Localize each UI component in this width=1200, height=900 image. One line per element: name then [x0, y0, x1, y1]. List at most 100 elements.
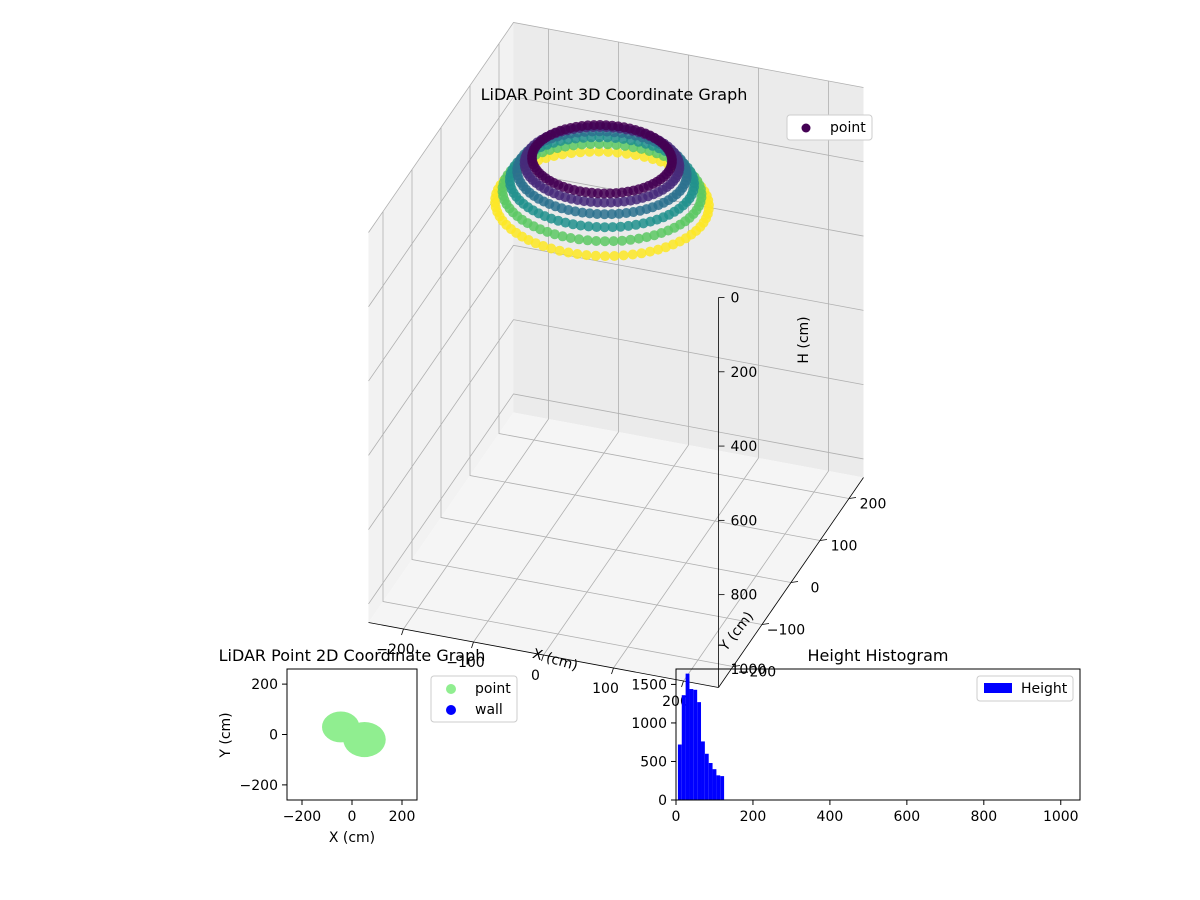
3d-point — [568, 219, 578, 230]
2d-xlabel: X (cm) — [329, 830, 375, 846]
3d-grid-z — [368, 22, 864, 233]
hist-legend-box — [976, 675, 1074, 702]
3d-point — [566, 148, 577, 159]
3d-xtick-label: −200 — [376, 642, 414, 658]
hist-legend-swatch — [984, 683, 1012, 693]
2d-xtick-label: −200 — [283, 809, 321, 825]
hist-bar — [681, 695, 686, 800]
hist-bar — [685, 673, 690, 800]
2d-ytick-label: 200 — [251, 677, 278, 693]
3d-point — [695, 221, 706, 232]
hist-axes-frame — [675, 668, 1081, 801]
hist-bar — [689, 689, 694, 800]
3d-point — [557, 231, 568, 242]
hist-xtick-label: 200 — [740, 809, 767, 825]
3d-point — [606, 209, 617, 220]
hist-bar — [720, 776, 725, 800]
hist-bar — [693, 689, 698, 800]
3d-point — [633, 233, 644, 244]
3d-point — [592, 209, 603, 219]
3d-point — [681, 197, 692, 207]
3d-point — [612, 147, 623, 158]
3d-ztick-label: 400 — [731, 439, 758, 455]
3d-point — [530, 238, 541, 249]
3d-point — [614, 208, 625, 219]
3d-point — [538, 241, 549, 251]
2d-legend-label-wall: wall — [475, 702, 503, 718]
hist-xtick-label: 600 — [893, 809, 920, 825]
3d-ytick — [848, 497, 857, 499]
3d-point — [590, 250, 601, 261]
plot-3d: −200−1000100200−200−10001002000200400600… — [368, 22, 887, 710]
2d-legend-marker-wall — [446, 705, 456, 715]
3d-xtick-label: 0 — [531, 668, 540, 684]
3d-point — [575, 147, 586, 158]
3d-grid-x — [683, 81, 829, 682]
3d-legend-label: point — [830, 120, 866, 136]
3d-point — [560, 217, 571, 228]
hist-title: Height Histogram — [808, 646, 949, 665]
3d-ytick-label: −100 — [767, 623, 805, 639]
2d-ytick-label: −200 — [240, 778, 278, 794]
3d-point — [599, 236, 610, 247]
3d-point — [661, 169, 672, 180]
2d-point-blob — [343, 721, 386, 758]
hist-bar — [708, 763, 713, 800]
3d-ztick-label: 1000 — [731, 662, 767, 678]
3d-grid-y — [469, 85, 821, 541]
3d-grid-z — [368, 96, 864, 308]
3d-grid-y — [498, 43, 850, 499]
3d-grid-y — [382, 211, 734, 667]
3d-point — [653, 244, 664, 255]
3d-ytick-label: 100 — [831, 539, 858, 555]
hist-bar — [704, 753, 709, 800]
3d-point-cloud — [490, 120, 714, 262]
hist-xtick-label: 800 — [970, 809, 997, 825]
3d-xtick — [681, 680, 684, 688]
3d-point — [600, 251, 611, 262]
3d-ztick-label: 600 — [731, 513, 758, 529]
3d-xtick-label: 100 — [592, 681, 619, 697]
3d-ztick-label: 0 — [731, 291, 740, 307]
3d-point — [574, 234, 584, 245]
3d-point — [565, 233, 576, 243]
3d-legend-marker — [801, 123, 811, 133]
3d-grid-z — [368, 393, 864, 605]
3d-point — [591, 222, 602, 232]
3d-point — [627, 249, 638, 260]
3d-point — [674, 186, 685, 197]
3d-zlabel: H (cm) — [796, 316, 812, 363]
3d-point — [581, 250, 592, 261]
3d-legend-box — [786, 114, 873, 141]
3d-point — [591, 236, 602, 246]
3d-point — [636, 248, 647, 259]
hist-bar — [701, 741, 705, 800]
3d-ytick-label: 0 — [811, 581, 820, 597]
3d-point — [621, 148, 632, 159]
hist-xtick-label: 400 — [817, 809, 844, 825]
hist-bar — [716, 775, 721, 800]
2d-ytick-label: 0 — [269, 728, 278, 744]
3d-point — [615, 221, 626, 232]
3d-grid-z — [368, 244, 864, 456]
hist-bar — [712, 769, 717, 800]
3d-point — [599, 209, 610, 220]
3d-point — [608, 236, 619, 247]
3d-point — [603, 146, 614, 157]
hist-bar — [697, 702, 702, 800]
3d-point — [554, 245, 565, 256]
3d-xtick — [611, 667, 614, 675]
3d-point — [575, 220, 586, 231]
3d-ytick-label: 200 — [860, 497, 887, 513]
3d-legend: point — [786, 114, 873, 141]
3d-point — [599, 222, 610, 233]
2d-ylabel: Y (cm) — [218, 712, 234, 758]
2d-point-cloud — [322, 711, 386, 758]
3d-grid-z — [368, 319, 864, 530]
3d-point — [583, 221, 594, 232]
2d-ticks: −200 −200 0 0 200 200 — [240, 677, 416, 825]
plot-2d: LiDAR Point 2D Coordinate Graph −200−200… — [218, 646, 518, 846]
hist-bars — [677, 673, 725, 800]
3d-point — [607, 222, 618, 233]
